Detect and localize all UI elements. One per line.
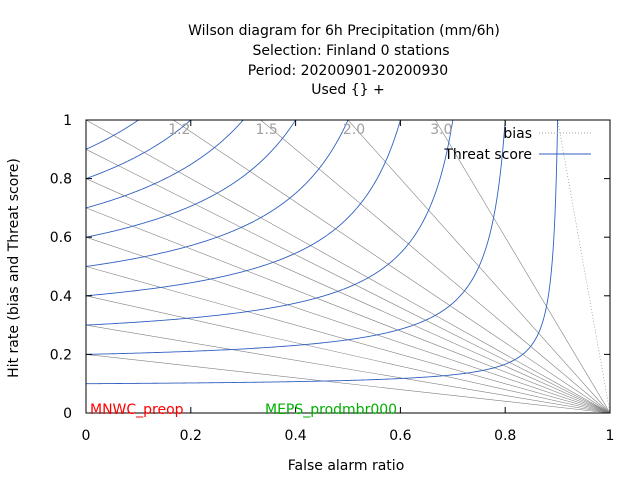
y-tick-label: 0 <box>63 406 72 422</box>
title-line-4: Used {} + <box>311 82 385 98</box>
y-tick-label: 0.8 <box>50 172 72 188</box>
bias-line <box>85 178 611 414</box>
x-tick-label: 0.6 <box>389 428 411 444</box>
y-tick-labels: 0 0.2 0.4 0.6 0.8 1 <box>50 113 72 422</box>
chart-title: Wilson diagram for 6h Precipitation (mm/… <box>188 23 500 98</box>
x-axis-label: False alarm ratio <box>288 458 405 474</box>
threat-score-curve <box>85 120 559 385</box>
bias-value-label: 2.0 <box>343 122 365 138</box>
y-axis-label: Hit rate (bias and Threat score) <box>6 158 22 378</box>
threat-score-curve <box>85 119 454 326</box>
bias-line <box>85 295 611 414</box>
threat-score-curve <box>85 119 297 238</box>
x-tick-label: 0.2 <box>180 428 202 444</box>
model-label-mnwc-preop: MNWC_preop <box>90 402 184 418</box>
legend-label-threat-score: Threat score <box>443 147 532 163</box>
bias-line <box>85 354 611 414</box>
bias-value-label: 3.0 <box>430 122 452 138</box>
bias-line <box>85 324 611 414</box>
bias-value-label: 1.5 <box>256 122 278 138</box>
plot-frame <box>85 119 611 414</box>
x-tick-labels: 0 0.2 0.4 0.6 0.8 1 <box>82 428 615 444</box>
bias-lines <box>85 119 611 414</box>
threat-score-curves <box>85 119 559 385</box>
bias-value-label: 1.2 <box>168 122 190 138</box>
bias-labels: 1.2 1.5 2.0 3.0 <box>168 122 452 138</box>
title-line-3: Period: 20200901-20200930 <box>248 63 448 79</box>
bias-line <box>85 236 611 414</box>
threat-score-curve <box>85 119 401 297</box>
axis-ticks <box>85 119 611 414</box>
x-tick-label: 0.8 <box>494 428 516 444</box>
title-line-1: Wilson diagram for 6h Precipitation (mm/… <box>188 23 500 39</box>
y-tick-label: 0.6 <box>50 230 72 246</box>
bias-line <box>260 119 611 414</box>
bias-line <box>85 149 611 414</box>
bias-line <box>85 207 611 414</box>
threat-score-curve <box>85 119 349 267</box>
legend: bias Threat score <box>443 126 591 163</box>
threat-score-curve <box>85 119 139 150</box>
y-tick-label: 1 <box>63 113 72 129</box>
x-tick-label: 0.4 <box>284 428 306 444</box>
x-tick-label: 1 <box>606 428 615 444</box>
threat-score-curve <box>85 119 192 180</box>
model-label-meps-prodmbr000: MEPS_prodmbr000 <box>265 402 397 418</box>
threat-score-curve <box>85 119 506 355</box>
y-tick-label: 0.2 <box>50 347 72 363</box>
title-line-2: Selection: Finland 0 stations <box>253 43 450 59</box>
legend-label-bias: bias <box>503 126 532 142</box>
y-tick-label: 0.4 <box>50 289 72 305</box>
bias-line <box>435 119 611 414</box>
x-tick-label: 0 <box>82 428 91 444</box>
bias-line <box>85 119 611 414</box>
bias-line <box>173 119 611 414</box>
threat-score-curve <box>85 119 244 209</box>
